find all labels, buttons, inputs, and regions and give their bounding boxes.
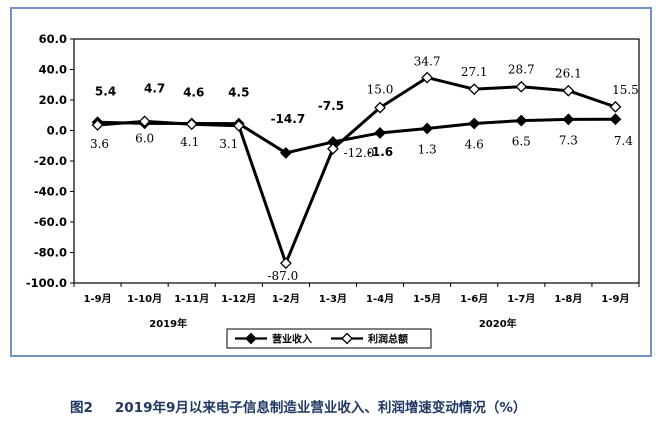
y-tick-label: -80.0 [34,246,67,260]
revenue-marker [515,114,528,127]
profit-marker [562,84,575,97]
revenue-marker [562,113,575,126]
revenue-data-label: 4.6 [183,85,204,99]
figure-number: 图2 [70,400,93,416]
x-tick-label: 1-3月 [319,293,347,305]
data-labels: 5.4 4.7 4.6 4.5 -14.7 -7.5 -1.6 1.3 4.6 6.5 7.3 7.4… [90,55,639,284]
x-tick-label: 1-6月 [460,293,488,305]
axes: 60.0 40.0 20.0 0.0 -20.0 -40.0 -60.0 -80.0 -100.… [26,32,640,330]
revenue-data-label: 7.3 [559,133,578,147]
legend: 营业收入 利润总额 [226,328,432,349]
x-tick-label: 1-12月 [221,293,256,305]
profit-marker [279,257,292,270]
x-tick-label: 1-11月 [174,293,209,305]
revenue-data-label: 4.7 [144,81,165,95]
caption-text: 2019年9月以来电子信息制造业营业收入、利润增速变动情况（%） [114,400,527,416]
profit-marker [138,115,151,128]
y-tick-label: -20.0 [34,154,67,168]
y-tick-label: 60.0 [39,32,67,46]
revenue-legend-label: 营业收入 [272,333,312,346]
profit-marker [468,83,481,96]
series-layer [91,71,622,270]
profit-line [97,76,616,265]
profit-data-label: 26.1 [555,67,582,81]
profit-data-label: 3.1 [219,137,238,151]
profit-marker [421,71,434,84]
revenue-marker [609,113,622,126]
profit-marker [91,119,104,131]
revenue-marker [279,146,292,159]
y-tick-label: -40.0 [34,185,67,199]
profit-data-label: -12.0 [344,146,375,160]
revenue-marker [421,122,434,135]
profit-data-label: 15.5 [612,83,639,97]
profit-data-label: 4.1 [180,135,199,149]
line-chart: 60.0 40.0 20.0 0.0 -20.0 -40.0 -60.0 -80.0 -100.… [26,32,640,349]
x-tick-label: 1-9月 [84,293,112,305]
profit-data-label: 27.1 [461,65,488,79]
revenue-data-label: -14.7 [271,112,306,126]
chart-frame: 60.0 40.0 20.0 0.0 -20.0 -40.0 -60.0 -80.0 -100.… [10,7,652,357]
year-label: 2019年 [149,317,187,330]
revenue-legend-marker [245,332,257,345]
profit-data-label: 3.6 [90,137,109,151]
revenue-data-label: -7.5 [318,99,344,113]
profit-legend-label: 利润总额 [368,333,408,346]
revenue-data-label: 5.4 [95,84,116,98]
profit-marker [515,80,528,93]
revenue-data-label: -1.6 [367,145,393,159]
x-tick-label: 1-9月 [601,293,629,305]
x-tick-label: 1-7月 [507,293,535,305]
x-tick-label: 1-2月 [272,293,300,305]
x-tick-label: 1-5月 [413,293,441,305]
year-label: 2020年 [479,317,517,330]
x-tick-label: 1-4月 [366,293,394,305]
profit-data-label: 15.0 [367,83,394,97]
profit-legend-marker [341,332,353,345]
y-tick-label: -60.0 [34,215,67,229]
profit-marker [374,101,386,114]
revenue-data-label: 7.4 [614,134,633,148]
legend-box [226,328,432,349]
y-tick-label: -100.0 [26,276,67,290]
revenue-data-label: 4.6 [465,137,484,151]
revenue-data-label: 1.3 [418,143,437,157]
profit-marker [609,100,622,113]
x-tick-label: 1-10月 [127,293,162,305]
profit-data-label: 6.0 [135,131,154,145]
profit-data-label: 28.7 [508,63,535,77]
profit-marker [185,118,198,131]
revenue-marker [374,127,386,139]
y-tick-label: 20.0 [39,93,67,107]
y-tick-label: 40.0 [39,63,67,77]
profit-data-label: 34.7 [414,55,441,69]
profit-marker [327,142,339,155]
y-tick-label: 0.0 [47,124,67,138]
revenue-data-label: 4.5 [228,86,249,100]
revenue-data-label: 6.5 [512,135,531,149]
figure-caption: 图2 2019年9月以来电子信息制造业营业收入、利润增速变动情况（%） [70,396,526,416]
profit-data-label: -87.0 [267,269,298,283]
profit-marker [232,119,245,132]
x-tick-label: 1-8月 [554,293,582,305]
revenue-marker [468,117,481,130]
